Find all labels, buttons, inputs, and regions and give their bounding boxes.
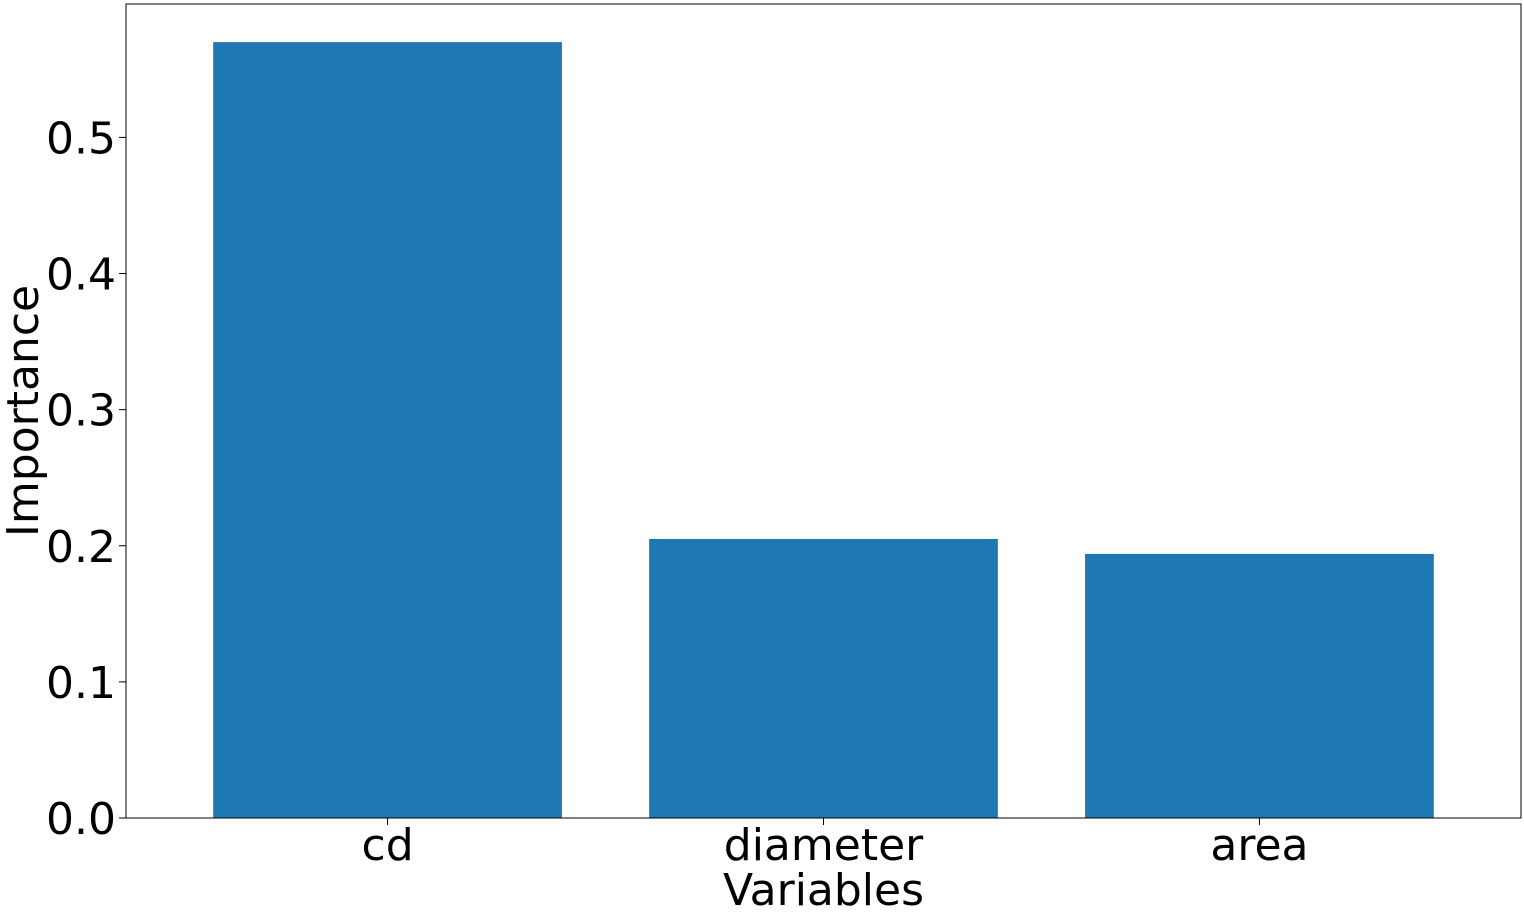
- x-tick-label: area: [1210, 820, 1308, 871]
- y-tick-label: 0.2: [46, 522, 116, 573]
- x-tick-label: diameter: [724, 820, 924, 871]
- x-axis: cd diameter area: [362, 818, 1309, 871]
- y-tick-label: 0.4: [46, 250, 116, 301]
- bar-diameter: [649, 538, 998, 818]
- y-tick-label: 0.0: [46, 794, 116, 845]
- bar-cd: [213, 42, 562, 819]
- y-axis-label: Importance: [0, 285, 49, 537]
- y-tick-label: 0.3: [46, 386, 116, 437]
- bar-area: [1085, 553, 1434, 818]
- x-axis-label: Variables: [723, 865, 924, 915]
- y-tick-label: 0.1: [46, 658, 116, 709]
- bars-layer: [213, 42, 1434, 819]
- y-tick-label: 0.5: [46, 113, 116, 164]
- y-axis: 0.0 0.1 0.2 0.3 0.4 0.5: [46, 113, 126, 845]
- x-tick-label: cd: [362, 820, 414, 871]
